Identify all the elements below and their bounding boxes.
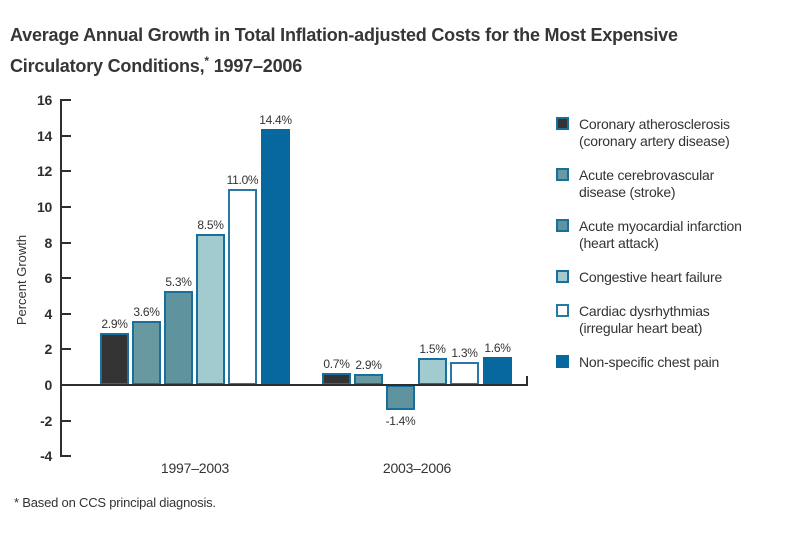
legend-entry: Cardiac dysrhythmias (irregular heart bea…: [556, 303, 792, 337]
legend-label-line: (coronary artery disease): [579, 133, 730, 149]
y-tick-mark: [62, 241, 71, 244]
y-tick-label: 4: [44, 305, 53, 322]
x-category-label: 2003–2006: [382, 460, 452, 476]
legend-swatch: [556, 304, 569, 317]
legend-entry: Non-specific chest pain: [556, 354, 792, 371]
y-tick-label: 14: [37, 127, 52, 144]
chart-title-years: 1997–2006: [208, 56, 303, 76]
legend-swatch: [556, 270, 569, 283]
y-axis-line: [60, 99, 62, 458]
legend-label: Coronary atherosclerosis (coronary artery…: [579, 116, 730, 150]
bar: [228, 189, 257, 385]
y-tick-label: 2: [44, 341, 53, 358]
bar: [483, 357, 512, 386]
legend-label-line: Coronary atherosclerosis: [579, 116, 730, 132]
y-tick-mark: [62, 205, 71, 208]
y-tick-mark: [62, 348, 71, 351]
y-tick-label: 12: [37, 163, 52, 180]
y-tick-mark: [62, 419, 71, 422]
legend-label-line: (heart attack): [579, 235, 659, 251]
legend: Coronary atherosclerosis (coronary artery…: [556, 116, 792, 371]
bar-value-label: 2.9%: [101, 317, 128, 331]
bar-value-label: 14.4%: [259, 113, 292, 127]
legend-label-line: Acute myocardial infarction: [579, 218, 742, 234]
legend-entry: Coronary atherosclerosis (coronary artery…: [556, 116, 792, 150]
bar-value-label: 11.0%: [226, 173, 259, 187]
y-tick-mark: [62, 170, 71, 173]
legend-label-line: Congestive heart failure: [579, 269, 723, 285]
bar-value-label: 3.6%: [133, 305, 160, 319]
bar: [450, 362, 479, 385]
legend-swatch: [556, 117, 569, 130]
legend-label: Acute myocardial infarction (heart attack…: [579, 218, 742, 252]
bar: [132, 321, 161, 385]
chart-title-line-2: Circulatory Conditions,* 1997–2006: [10, 48, 790, 79]
legend-label-line: Cardiac dysrhythmias: [579, 303, 710, 319]
y-tick-mark: [62, 277, 71, 280]
bar-value-label: 8.5%: [197, 218, 224, 232]
x-axis-end-tick: [526, 376, 528, 384]
bar-value-label: 2.9%: [355, 358, 382, 372]
legend-label-line: (irregular heart beat): [579, 320, 703, 336]
bar: [164, 291, 193, 385]
chart-title-line-1: Average Annual Growth in Total Inflation…: [10, 25, 678, 45]
footnote: * Based on CCS principal diagnosis.: [14, 495, 216, 510]
y-tick-label: -2: [40, 412, 52, 429]
y-tick-mark: [62, 455, 71, 458]
bar: [196, 234, 225, 385]
y-tick-label: 8: [44, 234, 53, 251]
y-tick-label: -4: [40, 448, 52, 465]
legend-label-line: Non-specific chest pain: [579, 354, 720, 370]
bar: [386, 385, 415, 410]
bar: [261, 129, 290, 386]
y-tick-mark: [62, 99, 71, 101]
legend-entry: Congestive heart failure: [556, 269, 792, 286]
y-tick-label: 0: [44, 377, 53, 393]
legend-swatch: [556, 219, 569, 232]
y-tick-label: 6: [44, 270, 53, 287]
bar: [100, 333, 129, 385]
bar-value-label: 1.6%: [484, 341, 511, 355]
bar: [418, 358, 447, 385]
legend-label: Cardiac dysrhythmias (irregular heart bea…: [579, 303, 710, 337]
bar-value-label: 0.7%: [323, 357, 350, 371]
bar-value-label: -1.4%: [385, 414, 416, 428]
x-category-label: 1997–2003: [160, 460, 230, 476]
x-axis-line: [60, 384, 528, 386]
chart-title: Average Annual Growth in Total Inflation…: [10, 22, 790, 79]
legend-entry: Acute cerebrovascular disease (stroke): [556, 167, 792, 201]
y-tick-mark: [62, 134, 71, 137]
legend-label-line: disease (stroke): [579, 184, 676, 200]
y-tick-label: 10: [37, 198, 52, 215]
title-asterisk: *: [204, 54, 209, 68]
y-tick-label: 16: [37, 92, 52, 108]
legend-swatch: [556, 168, 569, 181]
legend-label: Congestive heart failure: [579, 269, 722, 286]
legend-label: Non-specific chest pain: [579, 354, 719, 371]
y-tick-mark: [62, 312, 71, 315]
legend-label-line: Acute cerebrovascular: [579, 167, 715, 183]
bar-value-label: 5.3%: [165, 275, 192, 289]
legend-swatch: [556, 355, 569, 368]
bar-value-label: 1.5%: [419, 342, 446, 356]
legend-entry: Acute myocardial infarction (heart attack…: [556, 218, 792, 252]
legend-label: Acute cerebrovascular disease (stroke): [579, 167, 714, 201]
chart-title-line-2-text: Circulatory Conditions,: [10, 56, 205, 76]
bar-value-label: 1.3%: [451, 346, 478, 360]
